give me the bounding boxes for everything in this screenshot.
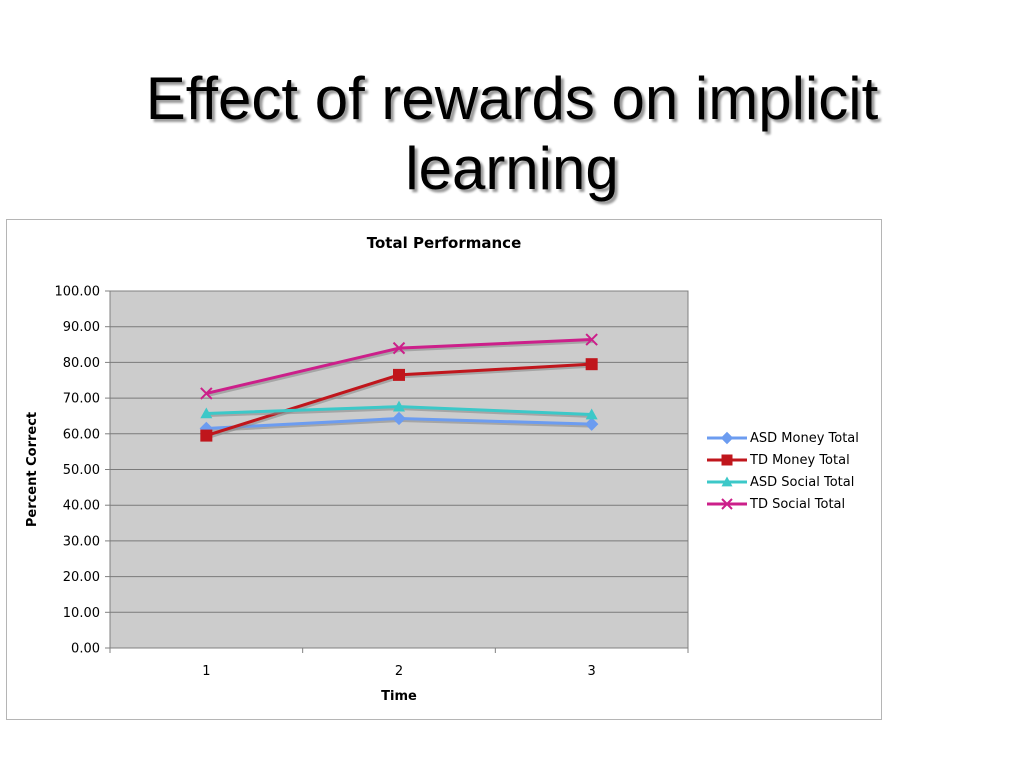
y-tick-label: 40.00 bbox=[63, 499, 100, 514]
y-tick-label: 10.00 bbox=[63, 606, 100, 621]
x-tick-label: 2 bbox=[395, 664, 403, 679]
legend-label: ASD Money Total bbox=[750, 430, 859, 446]
slide-title: Effect of rewards on implicit learning bbox=[0, 64, 1024, 204]
data-point bbox=[585, 358, 598, 371]
data-point bbox=[200, 429, 213, 442]
legend-swatch bbox=[707, 498, 747, 510]
y-tick-label: 50.00 bbox=[63, 463, 100, 478]
legend-item: TD Social Total bbox=[707, 493, 859, 515]
legend-swatch bbox=[707, 476, 747, 487]
data-point bbox=[393, 368, 405, 381]
legend-item: TD Money Total bbox=[707, 449, 859, 471]
legend-item: ASD Social Total bbox=[707, 471, 859, 493]
y-tick-label: 90.00 bbox=[63, 320, 100, 335]
data-point bbox=[393, 400, 405, 412]
legend-label: TD Social Total bbox=[750, 496, 846, 512]
series-td-money-total bbox=[200, 358, 598, 442]
slide-title-line-2: learning bbox=[405, 135, 619, 202]
data-point bbox=[392, 341, 406, 355]
y-tick-label: 70.00 bbox=[63, 392, 100, 407]
legend-marker bbox=[721, 454, 733, 466]
line-chart: Total Performance 0.00 10.00 20.00 30.00 40.0… bbox=[25, 234, 689, 704]
legend-label: TD Money Total bbox=[750, 452, 850, 468]
chart-title: Total Performance bbox=[367, 234, 522, 252]
series-asd-social-total bbox=[200, 400, 598, 420]
slide-title-line-1: Effect of rewards on implicit bbox=[145, 65, 879, 132]
legend-marker bbox=[721, 476, 733, 487]
series-td-social-total bbox=[200, 333, 598, 400]
legend-label: ASD Social Total bbox=[750, 474, 855, 490]
data-point bbox=[585, 408, 598, 420]
y-axis-label: Percent Correct bbox=[25, 412, 40, 527]
chart-container: Total Performance 0.00 10.00 20.00 30.00 40.0… bbox=[6, 219, 882, 720]
x-axis-label: Time bbox=[381, 689, 417, 704]
y-tick-label: 100.00 bbox=[55, 285, 101, 300]
data-point bbox=[200, 407, 213, 419]
y-tick-label: 30.00 bbox=[63, 534, 100, 549]
y-tick-label: 0.00 bbox=[71, 642, 100, 657]
y-tick-label: 20.00 bbox=[63, 570, 100, 585]
x-tick-label: 3 bbox=[588, 664, 596, 679]
legend-marker bbox=[721, 498, 733, 510]
legend-swatch bbox=[707, 454, 747, 466]
chart-legend: ASD Money Total TD Money Total ASD Social … bbox=[707, 427, 859, 515]
x-tick-label: 1 bbox=[202, 664, 210, 679]
legend-marker bbox=[720, 431, 734, 445]
legend-item: ASD Money Total bbox=[707, 427, 859, 449]
data-point bbox=[585, 333, 598, 346]
y-tick-label: 80.00 bbox=[63, 356, 100, 371]
data-point bbox=[584, 417, 599, 431]
legend-swatch bbox=[707, 431, 747, 445]
data-point bbox=[392, 411, 406, 426]
data-point bbox=[200, 387, 213, 400]
y-tick-label: 60.00 bbox=[63, 427, 100, 442]
